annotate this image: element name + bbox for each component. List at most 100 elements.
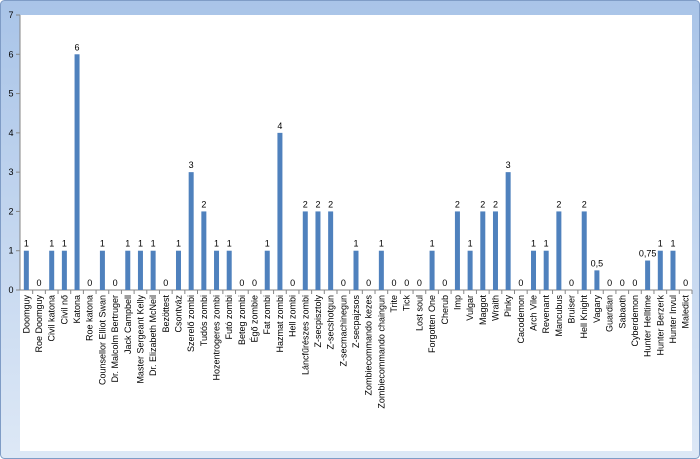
value-label: 0 xyxy=(569,278,574,288)
x-tick-label: Zombiecommando kezes xyxy=(364,295,374,396)
x-tick-label: Fat zombi xyxy=(262,295,272,335)
value-label: 1 xyxy=(227,239,232,249)
value-label: 0 xyxy=(87,278,92,288)
x-tick-label: Hell zombi xyxy=(288,295,298,337)
x-tick-label: Maledict xyxy=(681,295,691,329)
x-tick-label: Roe Doomguy xyxy=(34,295,44,353)
value-label: 3 xyxy=(506,160,511,170)
bar xyxy=(302,211,308,290)
x-tick-label: Hozentrogeres zombi xyxy=(212,295,222,381)
x-tick-label: Doomguy xyxy=(21,295,31,334)
value-label: 1 xyxy=(265,239,270,249)
value-label: 2 xyxy=(315,199,320,209)
x-tick-label: Láncfűrészes zombi xyxy=(300,295,310,375)
x-tick-label: Bezöttest xyxy=(161,295,171,333)
bar xyxy=(74,54,80,291)
bar xyxy=(378,250,384,290)
value-label: 0 xyxy=(404,278,409,288)
value-label: 0 xyxy=(341,278,346,288)
bar xyxy=(480,211,486,290)
value-label: 2 xyxy=(303,199,308,209)
x-tick-label: Futó zombi xyxy=(224,295,234,340)
x-tick-label: Vagary xyxy=(592,295,602,323)
value-label: 1 xyxy=(176,239,181,249)
x-tick-label: Vulgar xyxy=(465,295,475,321)
value-label: 0 xyxy=(290,278,295,288)
value-label: 1 xyxy=(151,239,156,249)
value-label: 0 xyxy=(366,278,371,288)
x-tick-label: Mancubus xyxy=(554,295,564,337)
x-tick-label: Revenant xyxy=(541,295,551,334)
bar xyxy=(49,250,55,290)
bar xyxy=(125,250,131,290)
x-tick-label: Jack Campbell xyxy=(123,295,133,354)
x-tick-label: Forgotten One xyxy=(427,295,437,353)
x-tick-label: Counsellor Elliot Swan xyxy=(97,295,107,385)
bar xyxy=(556,211,562,290)
y-tick-label: 0 xyxy=(8,285,13,295)
bar xyxy=(137,250,143,290)
x-tick-label: Arch Vile xyxy=(529,295,539,331)
bar xyxy=(505,172,511,290)
bar xyxy=(277,132,283,290)
value-label: 1 xyxy=(531,239,536,249)
value-label: 0 xyxy=(607,278,612,288)
x-tick-label: Hell Knight xyxy=(579,295,589,339)
value-label: 1 xyxy=(62,239,67,249)
value-label: 1 xyxy=(379,239,384,249)
x-tick-label: Szerelő zombi xyxy=(186,295,196,352)
value-label: 0 xyxy=(163,278,168,288)
value-label: 0 xyxy=(252,278,257,288)
value-label: 1 xyxy=(544,239,549,249)
x-tick-label: Hunter Invul xyxy=(668,295,678,344)
x-tick-label: Imp xyxy=(452,295,462,310)
value-label: 0 xyxy=(113,278,118,288)
value-label: 1 xyxy=(49,239,54,249)
value-label: 0 xyxy=(683,278,688,288)
x-tick-label: Cyberdemon xyxy=(630,295,640,347)
bar xyxy=(645,260,651,290)
bar xyxy=(670,250,676,290)
value-label: 1 xyxy=(125,239,130,249)
bar xyxy=(188,172,194,290)
bar xyxy=(226,250,232,290)
x-tick-label: Z-secmachinegun xyxy=(338,295,348,367)
x-tick-label: Hazmat zombi xyxy=(275,295,285,353)
value-label: 1 xyxy=(214,239,219,249)
plot-area xyxy=(20,15,692,451)
bar xyxy=(429,250,435,290)
value-label: 0 xyxy=(620,278,625,288)
value-label: 0 xyxy=(417,278,422,288)
value-label: 2 xyxy=(556,199,561,209)
y-tick-label: 3 xyxy=(8,167,13,177)
x-tick-label: Katona xyxy=(72,295,82,324)
bar xyxy=(492,211,498,290)
bar xyxy=(214,250,220,290)
x-tick-label: Cherub xyxy=(440,295,450,325)
value-label: 0 xyxy=(37,278,42,288)
x-tick-label: Hunter Berzerk xyxy=(655,295,665,356)
bar xyxy=(543,250,549,290)
value-label: 1 xyxy=(670,239,675,249)
x-tick-label: Guardian xyxy=(605,295,615,332)
value-label: 2 xyxy=(493,199,498,209)
x-tick-label: Lost soul xyxy=(414,295,424,331)
bar xyxy=(467,250,473,290)
x-tick-label: Wraith xyxy=(490,295,500,321)
value-label: 4 xyxy=(277,121,282,131)
x-tick-label: Z-secpajzsos xyxy=(351,295,361,349)
bar xyxy=(657,250,663,290)
y-tick-label: 7 xyxy=(8,10,13,20)
value-label: 6 xyxy=(75,42,80,52)
value-label: 2 xyxy=(582,199,587,209)
value-label: 3 xyxy=(189,160,194,170)
bar xyxy=(99,250,105,290)
x-tick-label: Dr. Elizabeth McNeil xyxy=(148,295,158,376)
bar xyxy=(264,250,270,290)
x-tick-label: Beteg zombi xyxy=(237,295,247,345)
value-label: 0 xyxy=(239,278,244,288)
x-tick-label: Master Sergeant Kelly xyxy=(135,295,145,384)
x-tick-label: Z-secpisztoly xyxy=(313,295,323,348)
